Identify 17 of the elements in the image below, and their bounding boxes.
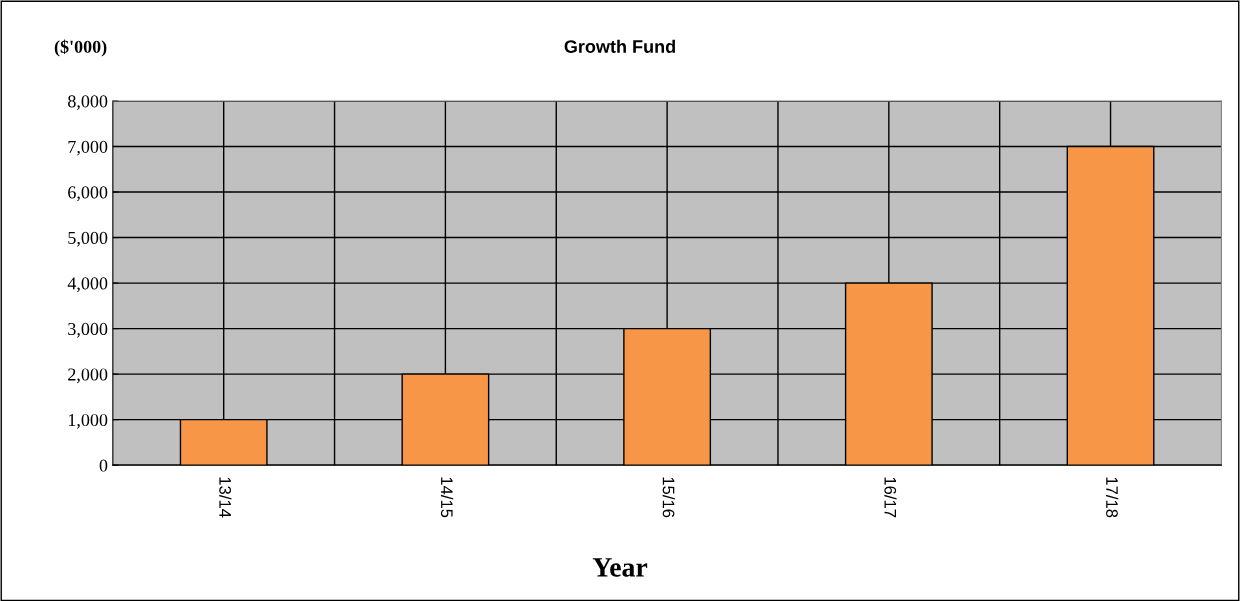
- y-tick-label: 1,000: [68, 413, 108, 429]
- y-tick-label: 5,000: [68, 231, 108, 247]
- x-axis-title: Year: [592, 558, 648, 577]
- chart-title: Growth Fund: [564, 39, 675, 53]
- y-tick-label: 6,000: [68, 186, 108, 202]
- x-tick-label: 13/14: [219, 477, 232, 518]
- y-tick-label: 3,000: [68, 322, 108, 338]
- x-tick-label: 14/15: [440, 477, 454, 518]
- y-tick-label: 0: [99, 459, 108, 472]
- y-tick-label: 8,000: [68, 95, 108, 111]
- x-tick-label: 16/17: [884, 477, 897, 518]
- y-axis-title: ($'000): [54, 39, 107, 57]
- x-tick-label: 15/16: [662, 477, 675, 518]
- y-tick-label: 2,000: [68, 368, 108, 384]
- y-tick-label: 7,000: [68, 140, 108, 156]
- x-tick-label: 17/18: [1106, 477, 1119, 518]
- y-tick-label: 4,000: [67, 277, 108, 293]
